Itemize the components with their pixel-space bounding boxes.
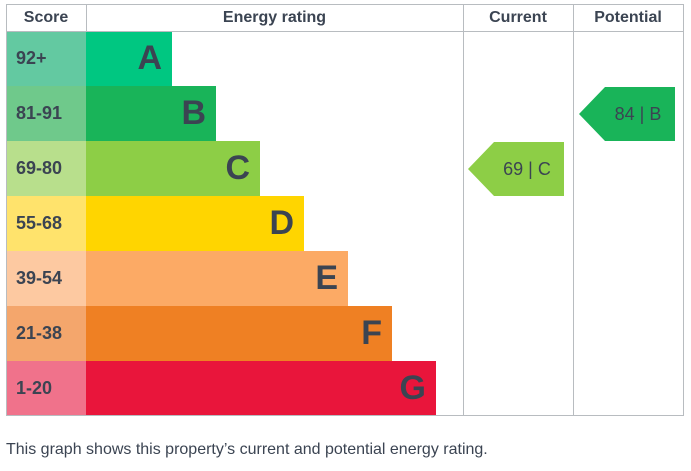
rating-bar-b: B xyxy=(86,86,216,141)
rating-bar-a: A xyxy=(86,31,172,86)
score-cell: 55-68 xyxy=(6,196,86,251)
table-border-bottom xyxy=(6,415,683,416)
score-cell: 39-54 xyxy=(6,251,86,306)
potential-rating-label: 84 | B xyxy=(614,103,662,124)
current-rating-label: 69 | C xyxy=(503,158,551,179)
arrow-shape xyxy=(468,141,564,196)
rating-bar-c: C xyxy=(86,141,260,196)
table-border-top xyxy=(6,4,683,5)
rating-bar-d: D xyxy=(86,196,304,251)
column-divider xyxy=(463,4,464,416)
score-cell: 92+ xyxy=(6,31,86,86)
score-cell: 69-80 xyxy=(6,141,86,196)
chart-caption: This graph shows this property’s current… xyxy=(6,441,488,458)
rating-bar-g: G xyxy=(86,361,436,416)
column-divider xyxy=(86,4,87,31)
header-energy-rating: Energy rating xyxy=(222,9,327,26)
header-current: Current xyxy=(489,9,547,26)
header-score: Score xyxy=(23,9,69,26)
rating-bar-e: E xyxy=(86,251,348,306)
header-potential: Potential xyxy=(594,9,662,26)
score-cell: 1-20 xyxy=(6,361,86,416)
potential-rating-arrow: 84 | B xyxy=(579,86,675,141)
score-cell: 81-91 xyxy=(6,86,86,141)
table-border-left xyxy=(6,4,7,416)
table-border-right xyxy=(683,4,684,416)
score-cell: 21-38 xyxy=(6,306,86,361)
column-divider xyxy=(573,4,574,416)
current-rating-arrow: 69 | C xyxy=(468,141,564,196)
header-divider xyxy=(6,31,683,32)
arrow-shape xyxy=(579,86,675,141)
rating-bar-f: F xyxy=(86,306,392,361)
